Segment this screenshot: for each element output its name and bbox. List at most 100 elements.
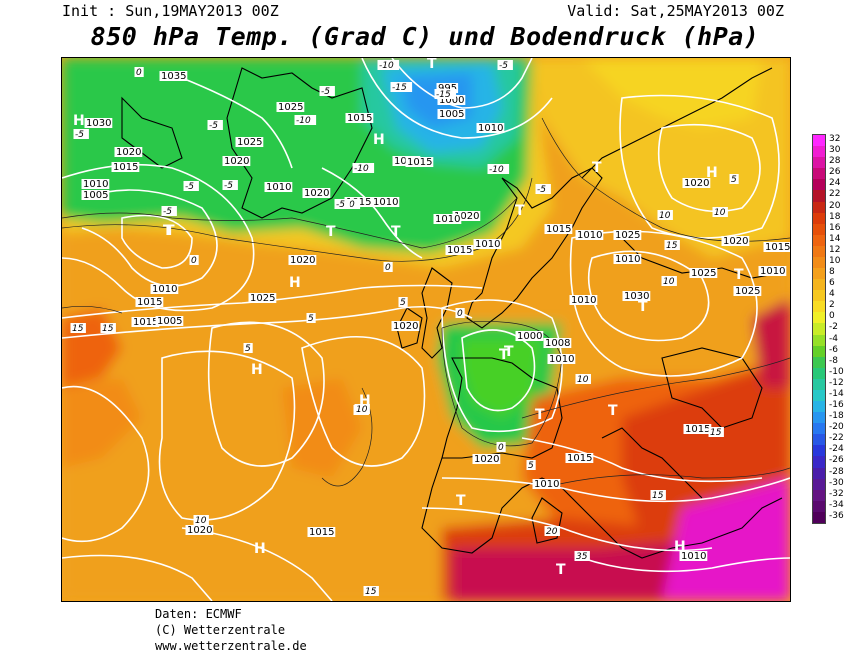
pressure-label: 1010 [476,123,505,134]
svg-text:T: T [556,562,566,578]
legend-swatch [813,378,825,391]
pressure-label: 1020 [391,321,420,332]
legend-swatch [813,212,825,225]
legend-swatch [813,168,825,180]
svg-text:-15: -15 [392,83,407,93]
pressure-label: 1008 [543,338,572,349]
svg-text:T: T [326,224,336,240]
pressure-label: 1020 [452,211,481,222]
svg-text:T: T [165,223,175,239]
svg-text:H: H [674,539,686,555]
pressure-label: 1020 [682,178,711,189]
temperature-label: 15 [664,240,680,251]
pressure-label: 1005 [155,316,184,327]
pressure-label: 1015 [307,527,336,538]
svg-text:0: 0 [457,309,463,319]
svg-text:1015: 1015 [407,157,432,168]
low-pressure-marker: T [391,224,401,240]
svg-text:5: 5 [400,298,406,308]
legend-label: -36 [829,510,844,521]
svg-text:1020: 1020 [684,178,709,189]
svg-text:995: 995 [438,83,457,94]
high-pressure-marker: H [251,362,263,378]
legend-label: -10 [829,366,844,377]
svg-text:T: T [427,58,437,72]
svg-text:1010: 1010 [83,179,108,190]
svg-text:10: 10 [195,516,207,526]
legend-label: 28 [829,156,841,167]
legend-swatch [813,511,825,524]
pressure-label: 1020 [472,454,501,465]
temperature-label: 5 [243,343,253,354]
footer-url: www.wetterzentrale.de [155,639,307,653]
svg-text:-10: -10 [296,116,311,126]
svg-text:1020: 1020 [454,211,479,222]
temperature-label: 5 [306,313,316,324]
svg-text:H: H [706,165,718,181]
legend-label: -30 [829,477,844,488]
svg-text:1015: 1015 [137,297,162,308]
temperature-label: 10 [712,207,728,218]
pressure-label: 1015 [565,453,594,464]
pressure-label: 1020 [288,255,317,266]
svg-text:H: H [359,393,371,409]
pressure-label: 1015 [111,162,140,173]
legend-label: 10 [829,255,841,266]
svg-text:5: 5 [308,314,314,324]
legend-label: -26 [829,455,844,466]
legend-swatch [813,334,825,347]
low-pressure-marker: T [592,160,602,176]
svg-text:1020: 1020 [393,321,418,332]
svg-text:1025: 1025 [250,293,275,304]
pressure-label: 1010 [473,239,502,250]
svg-text:H: H [73,113,85,129]
svg-text:0: 0 [498,443,504,453]
pressure-label: 1015 [345,113,374,124]
temperature-label: 10 [193,515,209,526]
svg-text:1030: 1030 [86,118,111,129]
svg-text:15: 15 [652,491,664,501]
svg-text:1010: 1010 [152,284,177,295]
pressure-label: 1015 [405,157,434,168]
temperature-label: 15 [650,490,666,501]
svg-text:1020: 1020 [187,525,212,536]
temperature-field [62,58,790,601]
low-pressure-marker: T [515,203,525,219]
legend-label: -14 [829,388,844,399]
legend-swatch [813,234,825,247]
low-pressure-marker: T [165,223,175,239]
svg-text:-5: -5 [163,207,172,217]
svg-text:-5: -5 [75,130,84,140]
svg-text:1010: 1010 [681,551,706,562]
svg-text:1000: 1000 [439,95,464,106]
pressure-label: 1010 [575,230,604,241]
svg-text:1030: 1030 [624,291,649,302]
valid-time: Valid: Sat,25MAY2013 00Z [567,2,784,20]
svg-text:T: T [638,299,648,315]
svg-text:1010: 1010 [266,182,291,193]
temperature-label: 0 [383,262,393,273]
legend-label: 22 [829,189,841,200]
legend-swatch [813,157,825,169]
pressure-label: 1015 [135,297,164,308]
legend-label: -20 [829,422,844,433]
footer-source: Daten: ECMWF [155,607,242,621]
pressure-label: 1015 [445,245,474,256]
temperature-label: -5 [207,120,223,131]
pressure-label: 1025 [248,293,277,304]
svg-text:5: 5 [245,344,251,354]
legend-label: 14 [829,233,841,244]
temperature-label: 5 [398,297,408,308]
temperature-label: 5 [729,174,739,185]
high-pressure-marker: H [674,539,686,555]
svg-text:1020: 1020 [304,188,329,199]
temperature-label: 10 [354,404,370,415]
temperature-label: 5 [526,460,536,471]
low-pressure-marker: T [504,344,514,360]
legend-swatch [813,367,825,380]
legend-swatch [813,290,825,302]
legend-label: 8 [829,267,835,278]
svg-text:H: H [373,132,385,148]
isobars [62,58,790,601]
